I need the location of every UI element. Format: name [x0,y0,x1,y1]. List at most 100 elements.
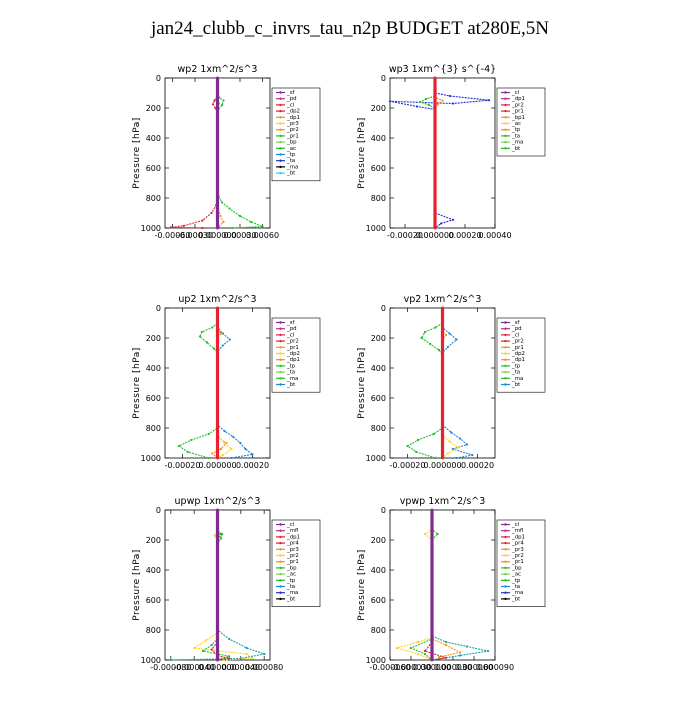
data-point [210,643,213,647]
y-tick-label: 1000 [366,224,386,233]
y-tick-label: 600 [371,394,386,403]
data-point [263,652,266,656]
legend-entry: _mfl [286,528,298,534]
legend-marker [279,339,282,343]
legend-entry: _tp [511,127,521,133]
y-tick-label: 0 [156,506,161,515]
data-point [211,452,214,455]
data-point [207,456,210,460]
legend-entry: _dp2 [511,351,525,357]
legend-entry: _pr2 [511,102,524,108]
series-line-dp1 [389,78,490,229]
data-point [223,429,226,433]
legend-marker [504,321,507,324]
legend-box [271,317,321,393]
legend-entry: _ta [511,133,520,139]
legend-marker [279,159,282,162]
legend-marker [504,535,507,539]
legend-marker [504,122,507,125]
data-point [409,646,413,650]
y-tick-label: 400 [371,364,386,373]
x-tick-label: 0.000080 [245,663,283,672]
data-point [436,532,439,536]
y-tick-label: 400 [146,134,161,143]
legend-marker [504,352,507,355]
data-point [448,94,452,98]
y-tick-label: 0 [381,506,386,515]
data-point [245,646,248,650]
data-point [420,336,423,340]
data-point [451,102,455,105]
data-point [213,99,216,102]
data-point [219,332,223,335]
data-point [193,646,196,650]
x-tick-label: 0.00040 [478,231,511,240]
data-point [221,332,224,335]
data-point [437,655,441,659]
data-point [201,649,204,653]
legend-marker [504,579,507,582]
legend-entry: _ma [286,376,298,382]
x-tick-label: 0.000000 [198,461,236,470]
data-point [432,432,435,436]
data-point [239,441,242,445]
legend-marker [504,548,507,551]
legend-entry: _ma [286,164,298,170]
legend-marker [279,548,282,551]
legend-marker [279,109,282,113]
y-axis-label: Pressure [hPa] [357,347,367,419]
panel-wp3: wp3 1xm^{3} s^{-4}0 200 400 600 800 1000 Press… [357,64,546,240]
data-point [201,219,204,222]
legend-marker [504,91,507,94]
legend-marker [279,140,282,144]
data-point [211,326,214,329]
legend-entry: _bt [286,596,295,602]
legend-entry: _tp [286,152,296,158]
legend-marker [504,147,507,150]
data-point [201,226,204,230]
data-point [444,640,448,644]
legend-marker [504,383,507,386]
x-tick-label: 0.000060 [455,663,493,672]
series-line-tp [431,510,489,661]
legend-entry: _cl [286,102,294,108]
data-point [205,341,209,344]
legend-marker [504,134,507,138]
legend-box [496,317,546,393]
legend-entry: _pr1 [511,109,524,115]
legend-marker [279,116,282,119]
data-point [251,453,254,456]
legend-entry: _pr2 [286,553,299,559]
legend-entry: _ma [511,590,523,596]
legend-entry: _pr4 [511,541,524,547]
y-tick-label: 400 [371,134,386,143]
legend-marker [279,566,282,570]
data-point [232,435,235,439]
x-tick-label: 0.00020 [236,461,269,470]
y-axis-label: Pressure [hPa] [357,117,367,189]
x-tick-label: 0.00030 [223,231,256,240]
legend-marker [279,370,282,374]
data-point [444,656,448,659]
x-tick-label: -0.000060 [369,663,410,672]
legend-marker [279,333,282,337]
legend-entry: _dp2 [286,351,300,357]
legend-marker [504,327,507,330]
legend-marker [279,560,282,563]
x-tick-label: 0.000090 [476,663,514,672]
y-tick-label: 400 [146,364,161,373]
panel-title: wp2 1xm^2/s^3 [178,64,258,75]
data-point [430,508,434,512]
x-tick-label: 0.000000 [413,663,451,672]
x-tick-label: 0.00020 [461,461,494,470]
legend-marker [279,346,282,349]
data-point [446,452,449,455]
legend-entry: _pr2 [286,127,299,133]
data-point [437,348,441,352]
y-axis-label: Pressure [hPa] [132,347,142,419]
data-point [451,447,455,451]
legend-entry: _bt [511,382,520,388]
legend-marker [504,597,507,601]
panel-vp2: vp2 1xm^2/s^3 0 200 400 600 800 1000 Pressure [… [357,294,546,470]
data-point [455,456,458,460]
